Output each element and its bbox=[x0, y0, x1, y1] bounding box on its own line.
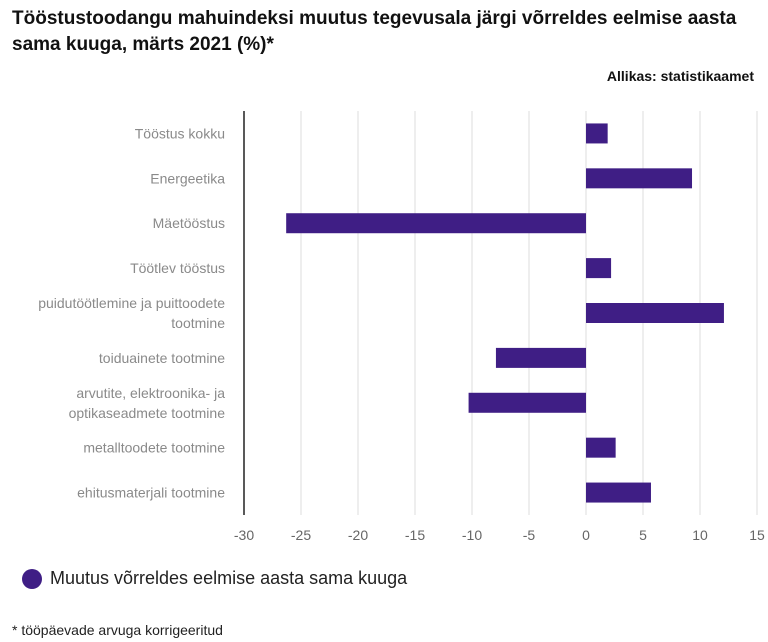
bar bbox=[468, 392, 586, 413]
bar bbox=[586, 168, 693, 189]
footnote: * tööpäevade arvuga korrigeeritud bbox=[12, 622, 223, 638]
bar bbox=[586, 123, 608, 144]
category-labels: Tööstus kokku Energeetika Mäetööstus Töötle… bbox=[38, 125, 225, 500]
source-label: Allikas: statistikaamet bbox=[606, 68, 754, 84]
category-label: Energeetika bbox=[150, 170, 225, 186]
x-tick-label: -30 bbox=[234, 527, 254, 543]
x-tick-label: 5 bbox=[639, 527, 647, 543]
bar-chart: Tööstus kokku Energeetika Mäetööstus Töötle… bbox=[38, 111, 765, 543]
x-tick-label: -20 bbox=[348, 527, 368, 543]
category-label: puidutöötlemine ja puittoodete tootmine bbox=[38, 295, 225, 331]
category-label: Mäetööstus bbox=[153, 215, 225, 231]
bar bbox=[586, 437, 616, 458]
legend-swatch bbox=[22, 568, 42, 589]
category-label: metalltoodete tootmine bbox=[83, 440, 225, 456]
bars bbox=[286, 123, 724, 503]
category-label: toiduainete tootmine bbox=[99, 350, 225, 366]
x-tick-label: -15 bbox=[405, 527, 425, 543]
bar bbox=[586, 482, 651, 503]
category-label: Töötlev tööstus bbox=[130, 260, 225, 276]
x-tick-labels: -30 -25 -20 -15 -10 -5 0 5 10 15 bbox=[234, 527, 765, 543]
x-tick-label: -5 bbox=[523, 527, 536, 543]
category-label: ehitusmaterjali tootmine bbox=[77, 485, 225, 501]
x-tick-label: 10 bbox=[692, 527, 708, 543]
category-label: arvutite, elektroonika- ja optikaseadmete… bbox=[69, 385, 226, 421]
bar bbox=[286, 213, 586, 234]
category-label: Tööstus kokku bbox=[135, 125, 225, 141]
legend-label: Muutus võrreldes eelmise aasta sama kuug… bbox=[50, 568, 408, 588]
bar bbox=[495, 347, 586, 368]
x-tick-label: 15 bbox=[749, 527, 765, 543]
x-tick-label: -25 bbox=[291, 527, 311, 543]
bar bbox=[586, 303, 724, 323]
x-tick-label: 0 bbox=[582, 527, 590, 543]
legend: Muutus võrreldes eelmise aasta sama kuug… bbox=[22, 568, 407, 589]
x-tick-label: -10 bbox=[462, 527, 482, 543]
chart-title: Tööstustoodangu mahuindeksi muutus tegev… bbox=[12, 8, 737, 55]
bar bbox=[586, 258, 612, 279]
